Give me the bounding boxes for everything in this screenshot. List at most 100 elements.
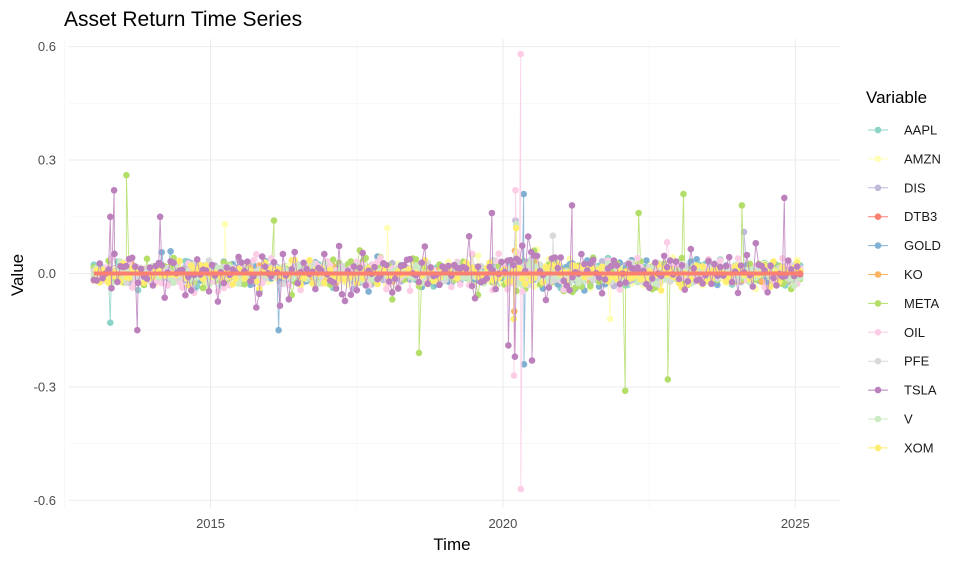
data-point (568, 202, 576, 209)
data-point (329, 256, 337, 264)
data-point (708, 280, 715, 288)
data-point (341, 297, 349, 305)
x-axis-title: Time (433, 535, 470, 554)
data-point (646, 284, 653, 292)
legend-key-point (874, 386, 882, 394)
data-point (678, 262, 686, 269)
data-point (474, 263, 482, 271)
data-point (412, 256, 420, 263)
y-tick-label: 0.3 (38, 153, 56, 168)
data-point (610, 257, 618, 264)
data-point (551, 254, 559, 261)
data-point (519, 275, 526, 282)
legend-item-tsla: TSLA (868, 383, 937, 398)
data-point (229, 281, 236, 288)
data-point (400, 261, 408, 269)
data-point (734, 289, 742, 297)
data-point (545, 276, 553, 283)
legend-item-xom: XOM (868, 440, 934, 455)
data-point (595, 274, 603, 281)
data-point (291, 256, 299, 264)
data-point (495, 250, 503, 257)
data-point (607, 262, 615, 270)
data-point (767, 262, 774, 270)
data-point (418, 259, 426, 267)
data-point (312, 285, 319, 293)
data-point (616, 280, 624, 288)
data-point (110, 187, 118, 194)
legend: Variable AAPL AMZN DIS DTB3 GOLD KO META OIL PFE… (866, 88, 941, 455)
data-point (275, 326, 282, 334)
data-point (270, 259, 278, 266)
data-point (512, 224, 520, 232)
data-point (488, 209, 496, 217)
legend-key-point (874, 213, 882, 220)
data-point (519, 242, 526, 249)
legend-title: Variable (866, 88, 927, 107)
data-point (362, 282, 370, 289)
data-point (297, 286, 304, 294)
data-point (728, 278, 736, 286)
data-point (516, 264, 523, 272)
legend-item-pfe: PFE (868, 354, 930, 369)
data-point (96, 260, 103, 267)
data-point (170, 259, 177, 267)
data-point (581, 273, 588, 281)
legend-item-dtb3: DTB3 (868, 209, 937, 224)
data-point (270, 217, 278, 224)
data-point (492, 285, 500, 293)
data-point (672, 258, 680, 265)
legend-item-oil: OIL (868, 325, 925, 340)
data-point (545, 284, 553, 291)
data-point (601, 276, 609, 283)
data-point (439, 263, 446, 270)
data-point (743, 251, 751, 259)
data-point (575, 279, 582, 287)
data-point (587, 282, 594, 290)
legend-label: XOM (904, 440, 934, 455)
data-point (347, 258, 355, 265)
legend-item-meta: META (868, 296, 939, 311)
data-point (462, 265, 470, 272)
data-point (261, 263, 269, 271)
data-point (589, 256, 597, 264)
legend-key-point (874, 300, 882, 307)
data-point (252, 278, 260, 285)
data-point (107, 319, 114, 327)
data-point (406, 255, 414, 263)
data-point (652, 279, 659, 287)
data-point (294, 280, 302, 287)
legend-item-v: V (868, 412, 913, 427)
data-point (235, 280, 242, 287)
data-point (235, 253, 242, 261)
data-point (557, 254, 564, 261)
data-point (285, 296, 293, 303)
data-point (539, 279, 547, 286)
legend-key-point (874, 357, 882, 365)
legend-label: DTB3 (904, 209, 937, 224)
data-point (705, 257, 712, 265)
data-point (554, 264, 562, 272)
data-point (711, 260, 718, 268)
legend-label: DIS (904, 180, 926, 195)
data-point (680, 190, 687, 198)
x-tick-label: 2020 (488, 516, 517, 531)
data-point (566, 286, 573, 294)
legend-key-point (874, 184, 882, 192)
data-point (359, 249, 367, 257)
data-point (790, 282, 798, 289)
data-point (767, 283, 774, 290)
data-point (415, 278, 423, 286)
series-dtb3 (93, 270, 804, 277)
legend-key-point (874, 415, 882, 423)
data-point (158, 261, 165, 269)
data-point (291, 248, 299, 256)
data-point (377, 254, 384, 262)
data-point (193, 256, 201, 263)
data-point (134, 326, 141, 334)
data-point (205, 288, 213, 295)
data-point (250, 257, 257, 264)
data-point (386, 278, 393, 285)
data-point (598, 263, 606, 271)
data-point (128, 254, 136, 262)
